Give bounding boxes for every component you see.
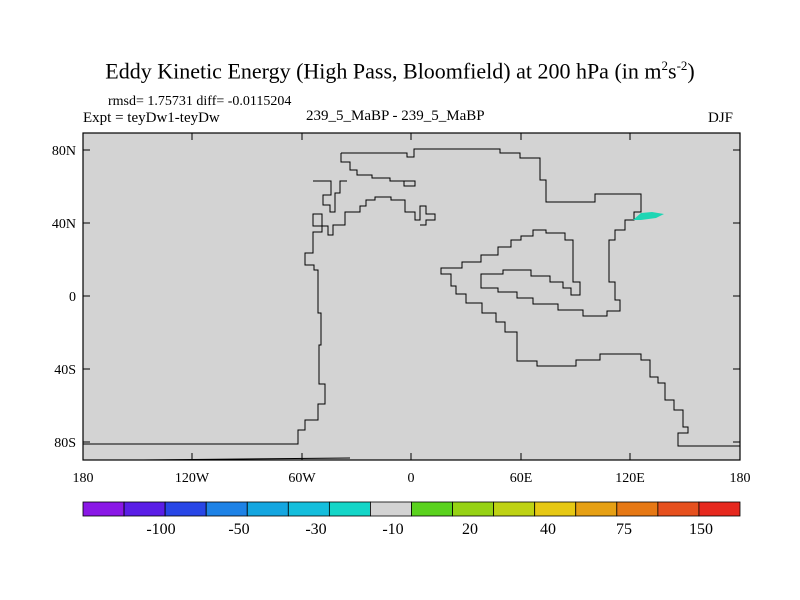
lat-label-80s: 80S: [54, 436, 76, 451]
colorbar-swatch: [164, 501, 207, 517]
title-sup-1: 2: [661, 58, 669, 73]
expt-label: Expt = teyDw1-teyDw: [83, 110, 220, 126]
continent-north: [341, 148, 740, 447]
lon-label-60e: 60E: [510, 471, 533, 486]
lat-label-40n: 40N: [52, 217, 76, 232]
colorbar-swatch: [534, 501, 577, 517]
lon-label-60w: 60W: [288, 471, 316, 486]
colorbar-label: -10: [382, 521, 403, 538]
lat-label-80n: 80N: [52, 144, 76, 159]
colorbar-label: 20: [462, 521, 478, 538]
colorbar-labels: -100 -50 -30 -10 20 40 75 150: [146, 521, 713, 538]
anomaly-patch: [633, 212, 664, 220]
colorbar-label: -50: [228, 521, 249, 538]
title-close: ): [687, 58, 695, 84]
colorbar-swatch: [205, 501, 248, 517]
colorbar-swatch: [452, 501, 495, 517]
lat-label-40s: 40S: [54, 363, 76, 378]
map-panel: [82, 132, 741, 461]
lon-label-120w: 120W: [175, 471, 210, 486]
plot-title: Eddy Kinetic Energy (High Pass, Bloomfie…: [0, 58, 800, 84]
colorbar: [82, 501, 741, 517]
season-label: DJF: [708, 110, 734, 126]
colorbar-swatch: [575, 501, 618, 517]
title-sup-2: -2: [676, 58, 688, 73]
lon-label-0: 0: [408, 471, 415, 486]
lat-label-0: 0: [69, 290, 76, 305]
colorbar-swatch: [82, 501, 125, 517]
title-main: Eddy Kinetic Energy (High Pass, Bloomfie…: [105, 58, 662, 84]
colorbar-label: 150: [689, 521, 713, 538]
colorbar-swatch: [411, 501, 453, 517]
lon-label-120e: 120E: [615, 471, 645, 486]
colorbar-label: -100: [146, 521, 175, 538]
colorbar-swatch: [657, 501, 700, 517]
continent-north-west-island: [313, 180, 347, 213]
colorbar-swatch: [370, 501, 412, 517]
stats-label: rmsd= 1.75731 diff= -0.0115204: [108, 94, 292, 109]
coastlines: [83, 148, 740, 461]
colorbar-label: 75: [616, 521, 632, 538]
colorbar-label: 40: [540, 521, 556, 538]
colorbar-swatch: [287, 501, 330, 517]
colorbar-swatch: [123, 501, 166, 517]
colorbar-swatch: [493, 501, 536, 517]
case-label: 239_5_MaBP - 239_5_MaBP: [306, 108, 485, 124]
continent-north-west: [340, 153, 416, 187]
south-edge-line: [142, 457, 351, 461]
colorbar-swatch: [616, 501, 659, 517]
lon-label-180e: 180: [730, 471, 751, 486]
continent-south-west: [83, 196, 436, 445]
axis-ticks: [83, 133, 740, 460]
colorbar-swatch: [328, 501, 371, 517]
colorbar-swatch: [246, 501, 289, 517]
colorbar-swatch: [698, 501, 741, 517]
lon-label-180w: 180: [73, 471, 94, 486]
title-mid: s: [668, 58, 677, 84]
colorbar-label: -30: [305, 521, 326, 538]
